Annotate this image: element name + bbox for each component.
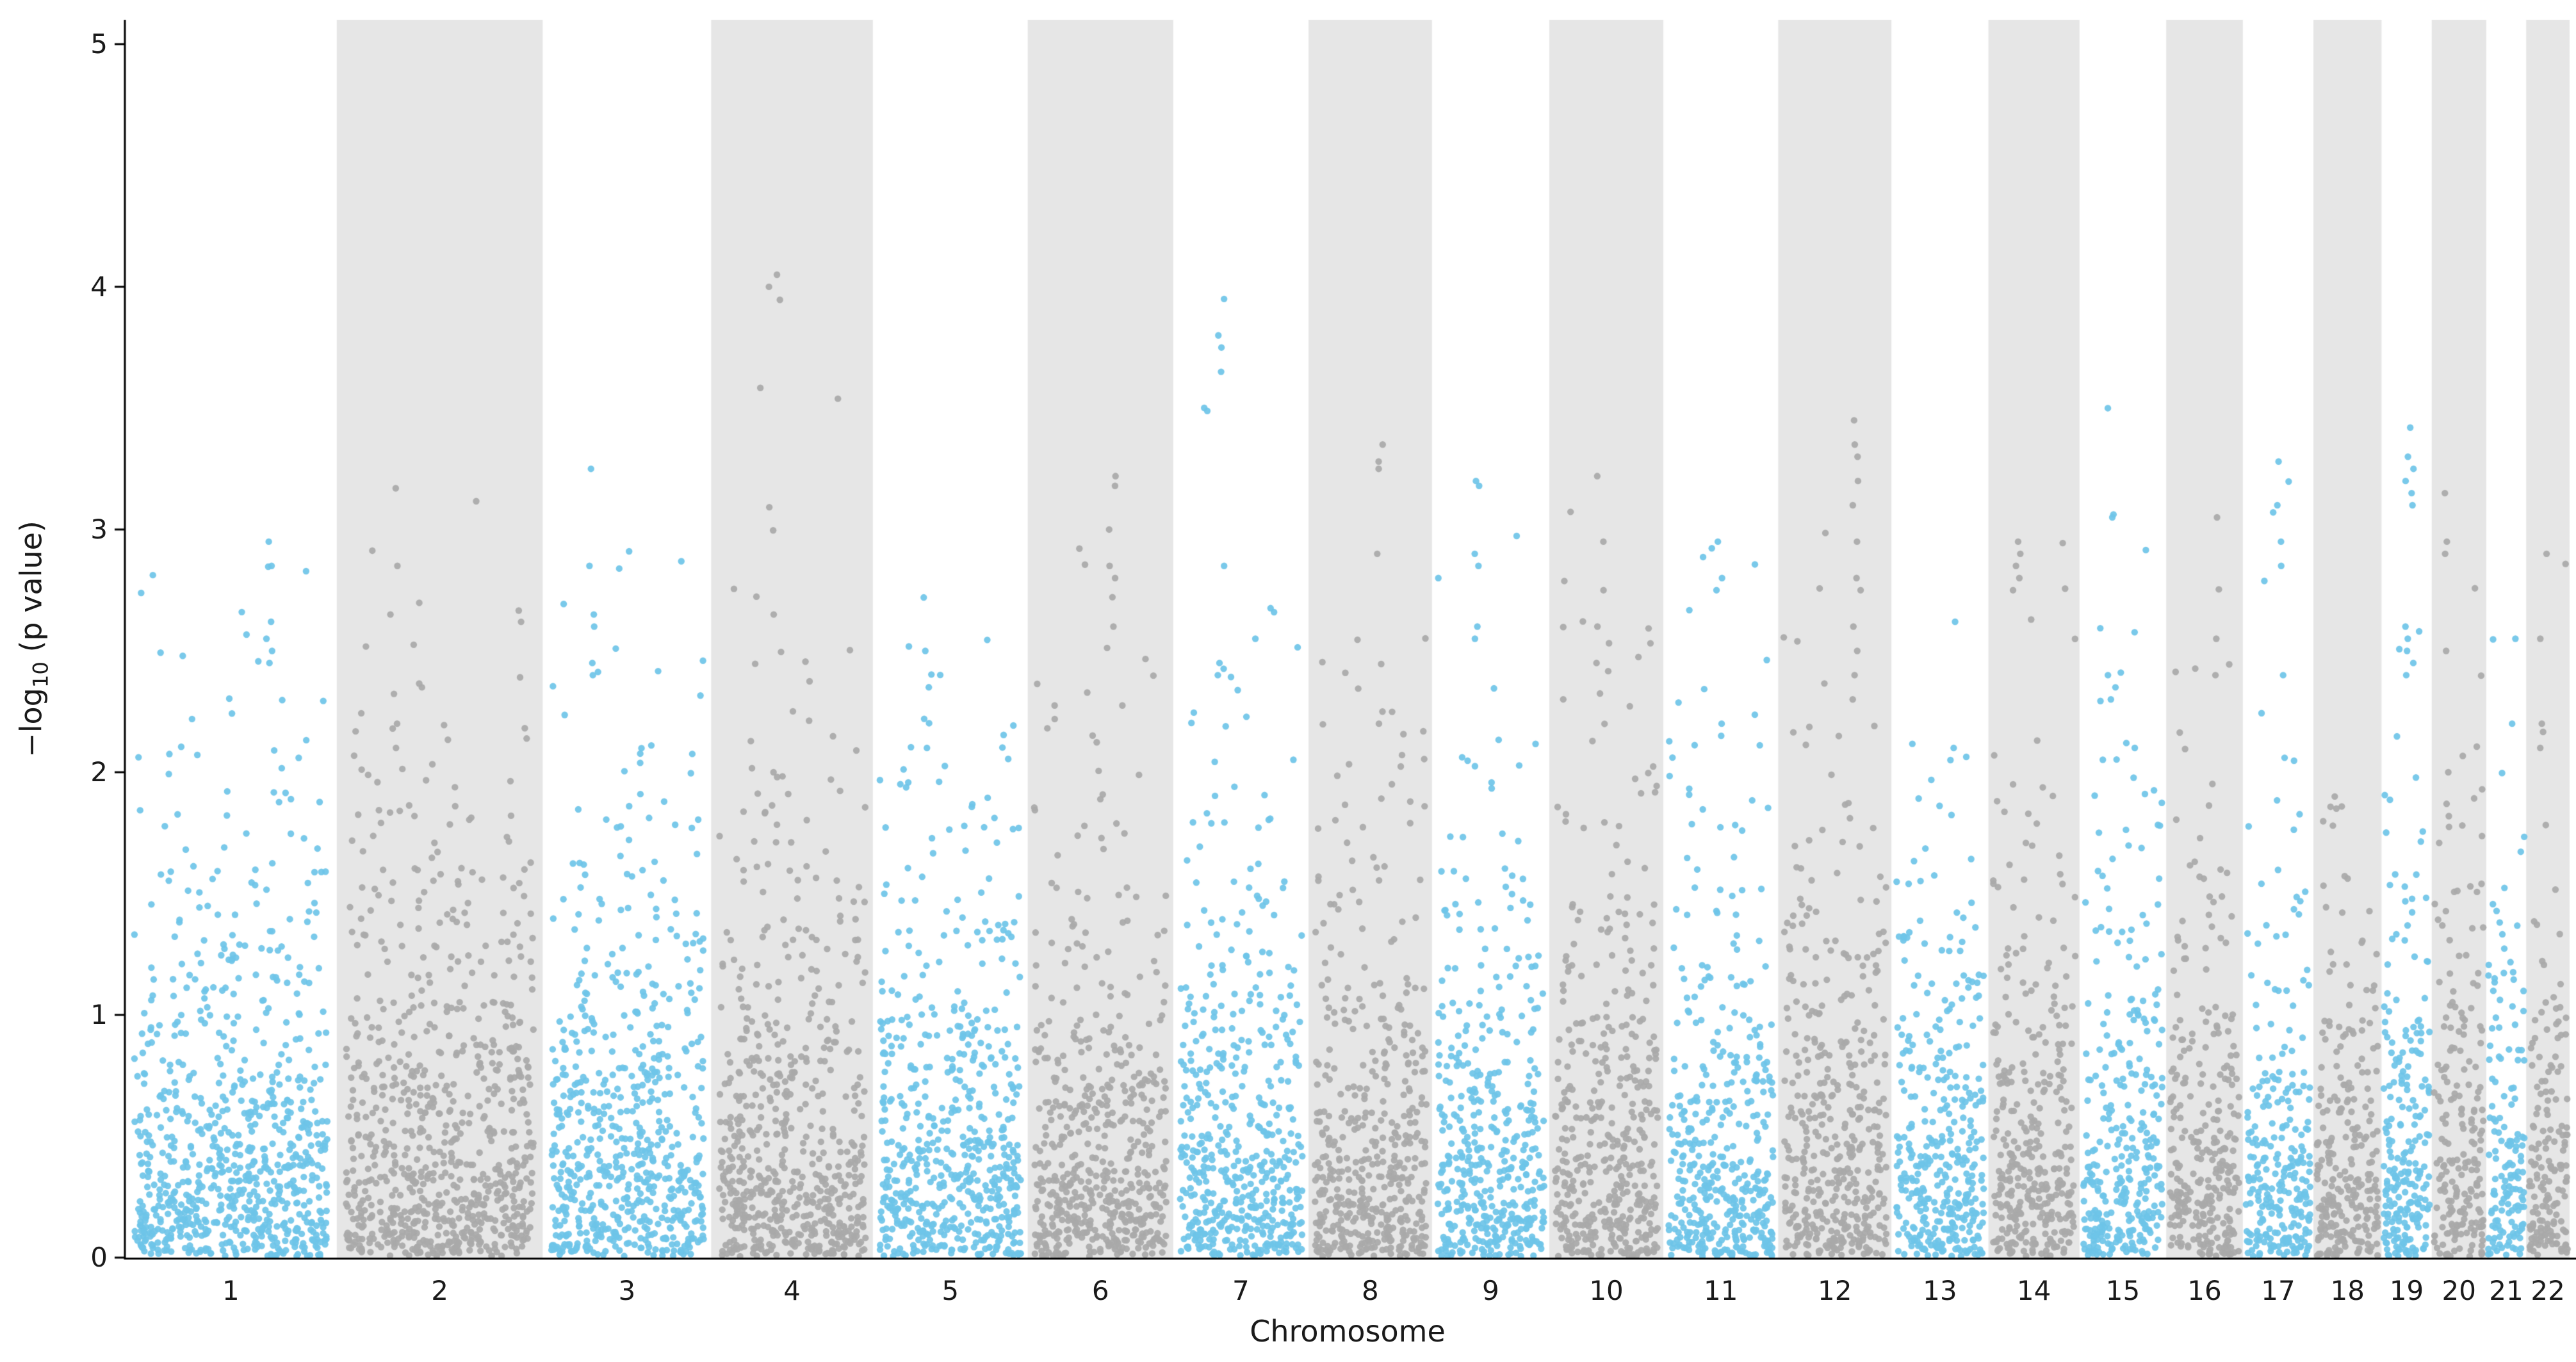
x-tick-label: 19 — [2389, 1275, 2424, 1306]
x-tick-label: 15 — [2105, 1275, 2140, 1306]
y-axis-title: −log10 (p value) — [13, 521, 53, 758]
x-tick-label: 18 — [2330, 1275, 2365, 1306]
x-tick-label: 17 — [2261, 1275, 2295, 1306]
x-tick-label: 13 — [1923, 1275, 1957, 1306]
x-tick-label: 14 — [2016, 1275, 2051, 1306]
y-tick-label: 2 — [90, 756, 108, 788]
x-tick-label: 6 — [1091, 1275, 1109, 1306]
x-tick-label: 16 — [2187, 1275, 2222, 1306]
x-tick-label: 10 — [1589, 1275, 1624, 1306]
x-tick-label: 22 — [2531, 1275, 2565, 1306]
x-tick-label: 7 — [1232, 1275, 1250, 1306]
y-axis-title-subscript: 10 — [28, 661, 53, 688]
x-axis-title: Chromosome — [1250, 1314, 1446, 1349]
x-tick-label: 9 — [1481, 1275, 1499, 1306]
y-axis-title-prefix: −log — [13, 688, 49, 758]
x-tick-label: 2 — [431, 1275, 448, 1306]
y-tick-label: 3 — [90, 513, 108, 545]
y-tick-label: 1 — [90, 998, 108, 1030]
x-tick-label: 20 — [2441, 1275, 2477, 1306]
x-tick-label: 8 — [1361, 1275, 1379, 1306]
x-tick-label: 4 — [783, 1275, 801, 1306]
y-tick-label: 0 — [90, 1242, 108, 1273]
x-tick-label: 1 — [222, 1275, 240, 1306]
x-tick-label: 5 — [942, 1275, 959, 1306]
y-tick-label: 4 — [90, 270, 108, 302]
y-tick-label: 5 — [90, 28, 108, 60]
x-tick-label: 11 — [1704, 1275, 1738, 1306]
x-tick-label: 21 — [2489, 1275, 2523, 1306]
x-tick-label: 3 — [618, 1275, 636, 1306]
x-tick-label: 12 — [1818, 1275, 1852, 1306]
